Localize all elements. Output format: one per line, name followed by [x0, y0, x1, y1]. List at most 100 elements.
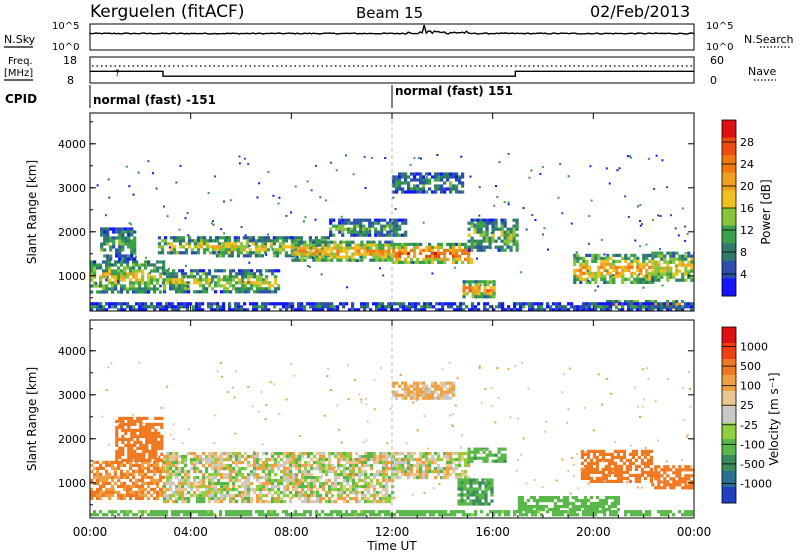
velocity-cell-1 [130, 437, 134, 441]
power-cell-14 [516, 308, 520, 311]
velocity-cell-5 [469, 490, 473, 494]
velocity-cell-2 [337, 452, 341, 456]
power-cell-12 [678, 257, 682, 261]
velocity-cell-8 [601, 467, 605, 471]
velocity-cell-8 [586, 470, 590, 474]
velocity-cell-1 [145, 446, 149, 450]
velocity-cell-2 [271, 455, 275, 459]
power-scatter-dot [294, 185, 297, 188]
power-cell-10 [509, 239, 513, 243]
velocity-cell-2 [343, 452, 347, 456]
power-cell-10 [491, 230, 495, 234]
power-cell-2 [199, 275, 203, 279]
velocity-cell-5 [490, 484, 494, 488]
power-cell-0 [102, 272, 106, 276]
power-cell-14 [483, 302, 487, 306]
power-cell-14 [90, 302, 94, 306]
power-cell-11 [603, 259, 607, 263]
power-cell-11 [612, 262, 616, 266]
power-cell-5 [306, 246, 310, 250]
velocity-cell-2 [382, 494, 386, 498]
velocity-cell-1 [145, 431, 149, 435]
velocity-cell-2 [322, 488, 326, 492]
velocity-cell-0 [111, 490, 115, 494]
power-scatter-dot [489, 281, 492, 284]
velocity-cell-2 [196, 467, 200, 471]
velocity-cell-2 [277, 494, 281, 498]
power-scatter-dot [478, 214, 481, 217]
power-cell-2 [244, 272, 248, 276]
power-cell-2 [223, 275, 227, 279]
power-cell-14 [90, 308, 94, 311]
velocity-cell-3 [461, 458, 465, 462]
power-cell-11 [648, 274, 652, 278]
power-scatter-dot [637, 273, 640, 276]
power-cell-14 [375, 302, 379, 306]
velocity-cell-3 [404, 455, 408, 459]
velocity-cell-6 [488, 450, 492, 454]
velocity-cell-0 [141, 484, 145, 488]
velocity-cell-9 [687, 477, 691, 481]
velocity-cell-2 [370, 455, 374, 459]
velocity-cell-2 [226, 473, 230, 477]
power-cell-8 [395, 175, 399, 179]
power-cell-5 [345, 240, 349, 244]
power-cell-14 [621, 302, 625, 306]
velocity-cell-7 [541, 496, 545, 500]
velocity-cell-2 [190, 467, 194, 471]
power-cell-2 [226, 287, 230, 291]
power-cell-6 [377, 218, 381, 222]
velocity-cell-2 [202, 452, 206, 456]
power-cell-14 [624, 302, 628, 306]
power-cell-7 [446, 257, 450, 261]
power-cell-4 [221, 236, 225, 240]
power-cell-10 [479, 230, 483, 234]
velocity-cell-4 [416, 381, 420, 385]
velocity-cell-5 [481, 478, 485, 482]
velocity-cell-2 [325, 479, 329, 483]
velocity-cell-8 [583, 473, 587, 477]
velocity-cell-4 [410, 390, 414, 394]
velocity-cell-2 [232, 467, 236, 471]
velocity-cell-10 [171, 510, 175, 514]
velocity-cell-0 [129, 466, 133, 470]
velocity-cell-2 [247, 482, 251, 486]
velocity-cell-2 [163, 485, 167, 489]
power-cell-11 [579, 262, 583, 266]
velocity-cell-2 [376, 494, 380, 498]
velocity-cell-5 [484, 493, 488, 497]
velocity-cell-2 [193, 470, 197, 474]
velocity-cell-2 [388, 497, 392, 501]
velocity-cell-4 [428, 387, 432, 391]
velocity-cell-2 [265, 485, 269, 489]
power-cell-14 [564, 308, 568, 311]
power-scatter-dot [320, 273, 323, 276]
velocity-cell-2 [289, 470, 293, 474]
velocity-cell-10 [303, 513, 307, 517]
velocity-cell-8 [592, 461, 596, 465]
velocity-cell-10 [519, 510, 523, 514]
velocity-cell-10 [267, 513, 271, 517]
power-cell-5 [357, 258, 361, 262]
velocity-cell-2 [193, 467, 197, 471]
velocity-cell-5 [469, 493, 473, 497]
velocity-cell-0 [141, 475, 145, 479]
power-cell-7 [419, 242, 423, 246]
power-cell-14 [228, 305, 232, 309]
power-cell-3 [211, 248, 216, 252]
velocity-cell-3 [446, 455, 450, 459]
velocity-cell-8 [616, 449, 620, 453]
velocity-cell-3 [422, 470, 426, 474]
power-cell-11 [645, 274, 649, 278]
power-cell-14 [516, 302, 520, 306]
velocity-cell-1 [130, 419, 134, 423]
power-cell-5 [309, 240, 313, 244]
power-cell-7 [431, 260, 435, 264]
power-cell-14 [207, 305, 211, 309]
velocity-cell-2 [214, 461, 218, 465]
velocity-cell-2 [316, 488, 320, 492]
power-cell-4 [260, 245, 264, 249]
velocity-cell-10 [273, 510, 277, 514]
power-scatter-dot [394, 208, 397, 210]
velocity-cell-2 [331, 470, 335, 474]
